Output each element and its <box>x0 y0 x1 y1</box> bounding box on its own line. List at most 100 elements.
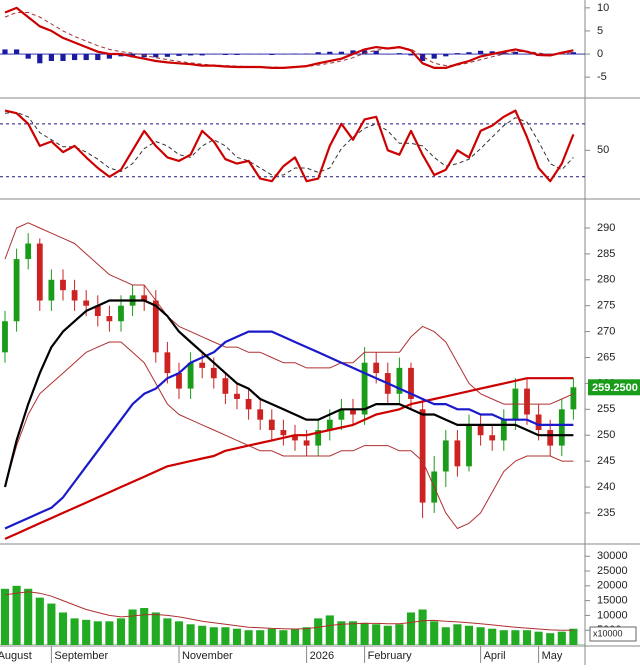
bar <box>453 624 462 645</box>
candle-body <box>547 430 554 446</box>
bar <box>116 618 126 645</box>
bar <box>441 627 450 645</box>
candle-body <box>13 259 20 322</box>
candle-body <box>83 300 90 306</box>
candle-body <box>442 440 449 472</box>
y-tick-label: 20000 <box>597 580 628 592</box>
candle-body <box>199 362 206 368</box>
y-tick-label: 235 <box>597 507 615 519</box>
candle-body <box>94 305 101 317</box>
y-tick-label: 270 <box>597 326 615 338</box>
y-tick-label: 10 <box>597 2 609 14</box>
bar <box>431 54 437 59</box>
bar <box>476 627 485 645</box>
x-tick-label: 2026 <box>310 650 334 662</box>
candle-body <box>48 279 55 301</box>
bar <box>454 53 461 55</box>
candle-body <box>326 419 333 431</box>
bar <box>466 52 472 55</box>
bar <box>245 54 252 55</box>
bar <box>314 618 323 645</box>
candle-body <box>210 367 217 379</box>
bar <box>2 49 8 55</box>
candle-body <box>338 409 345 420</box>
candle-body <box>489 435 496 441</box>
candle-body <box>118 305 124 322</box>
y-tick-label: 30000 <box>597 550 628 562</box>
price-tag-label: 259.2500 <box>592 382 638 394</box>
y-tick-label: 50 <box>597 144 609 156</box>
series-line <box>4 6 574 69</box>
bar <box>234 54 240 55</box>
bar <box>292 53 298 55</box>
y-tick-label: 240 <box>597 481 615 493</box>
bar <box>524 54 530 55</box>
bar <box>232 628 242 645</box>
bar <box>37 54 43 64</box>
bar <box>325 615 334 645</box>
bar <box>501 51 507 55</box>
bar <box>256 630 265 645</box>
bar <box>280 54 287 55</box>
bar <box>151 612 160 645</box>
x-tick-label: August <box>0 650 32 662</box>
candle-body <box>500 419 507 441</box>
bar <box>48 54 54 61</box>
candle-body <box>558 409 565 446</box>
candle-body <box>361 362 368 415</box>
bar <box>315 52 321 55</box>
price-tag <box>588 379 640 396</box>
y-tick-label: 250 <box>597 429 615 441</box>
candle-body <box>257 409 264 420</box>
bar <box>25 54 31 59</box>
bar <box>360 622 369 645</box>
series-line <box>4 591 574 631</box>
y-tick-label: 15000 <box>597 595 628 607</box>
bar <box>35 597 44 645</box>
bar <box>443 54 449 57</box>
bar <box>489 51 495 55</box>
bar <box>269 54 275 55</box>
bar <box>350 50 356 55</box>
candle-body <box>152 300 159 353</box>
y-tick-label: -5 <box>597 71 607 83</box>
bar <box>290 628 300 645</box>
y-tick-label: 265 <box>597 351 615 363</box>
bar <box>373 50 379 55</box>
bar <box>199 54 205 56</box>
plot-area <box>0 109 585 183</box>
series-line <box>4 377 574 540</box>
candle-body <box>373 362 380 374</box>
candle-body <box>315 430 322 446</box>
candle-body <box>71 290 78 301</box>
candle-body <box>106 316 113 322</box>
candle-body <box>268 419 275 431</box>
bar <box>408 54 414 56</box>
bar <box>534 631 543 645</box>
candle-body <box>303 440 310 446</box>
candle-body <box>25 243 32 260</box>
bar <box>153 54 159 58</box>
series-line <box>4 330 574 530</box>
bar <box>418 609 427 645</box>
bar <box>0 588 10 645</box>
bar <box>327 51 333 55</box>
bar <box>396 53 403 55</box>
candle-body <box>454 440 461 467</box>
bar <box>546 633 555 645</box>
bar <box>106 54 113 59</box>
bar <box>47 603 56 645</box>
bar <box>257 54 263 55</box>
plot-area <box>0 585 585 645</box>
candle-body <box>466 424 472 467</box>
bar <box>348 621 358 645</box>
series-line <box>4 222 574 405</box>
candle-body <box>164 352 171 374</box>
unit-label: x10000 <box>593 628 623 638</box>
y-tick-label: 10000 <box>597 609 628 621</box>
bar <box>93 621 102 645</box>
bar <box>522 630 532 645</box>
y-tick-label: 25000 <box>597 565 628 577</box>
